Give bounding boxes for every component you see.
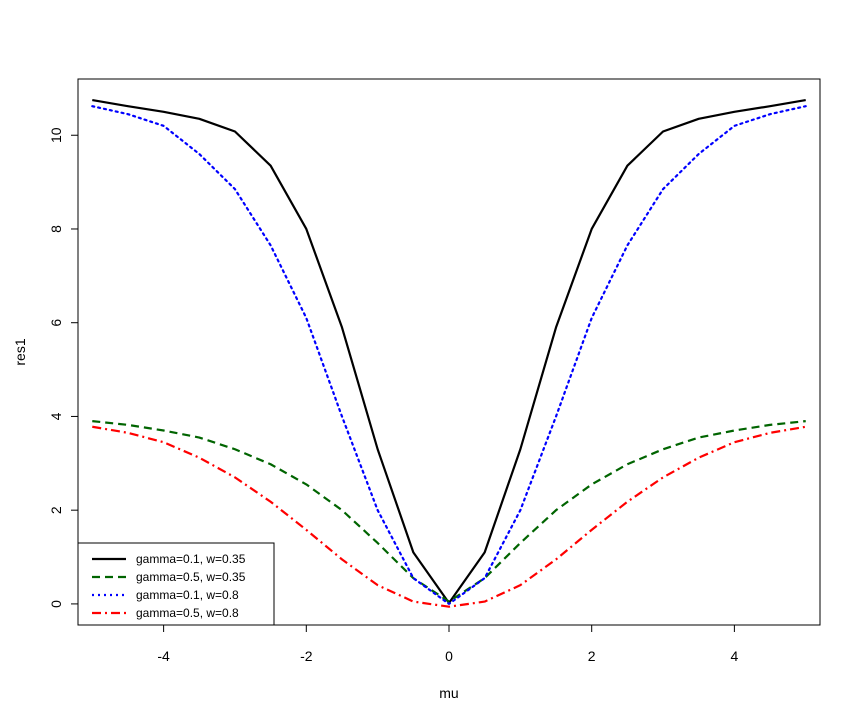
legend-label-4: gamma=0.5, w=0.8: [136, 606, 239, 620]
x-tick-label: 2: [588, 648, 596, 664]
legend-label-2: gamma=0.5, w=0.35: [136, 570, 246, 584]
y-axis-label: res1: [12, 338, 28, 365]
y-tick-label: 0: [48, 600, 64, 608]
legend-label-1: gamma=0.1, w=0.35: [136, 552, 246, 566]
y-tick-label: 2: [48, 506, 64, 514]
x-axis-label: mu: [439, 685, 458, 701]
y-tick-label: 10: [48, 127, 64, 143]
x-axis: -4 -2 0 2 4: [157, 624, 738, 664]
series-line-4: [92, 425, 806, 608]
legend-box: [77, 542, 275, 626]
series-line-2: [92, 420, 806, 603]
x-tick-label: 0: [445, 648, 453, 664]
x-tick-label: 4: [730, 648, 738, 664]
x-tick-label: -4: [157, 648, 170, 664]
y-axis: 0 2 4 6 8 10: [48, 127, 79, 608]
legend-label-3: gamma=0.1, w=0.8: [136, 588, 239, 602]
y-tick-label: 8: [48, 225, 64, 233]
series-line-3: [91, 105, 807, 606]
x-tick-label: -2: [300, 648, 313, 664]
y-tick-label: 6: [48, 319, 64, 327]
legend: gamma=0.1, w=0.35 gamma=0.5, w=0.35 gamma=…: [77, 542, 275, 626]
series-layer: [91, 99, 807, 608]
y-tick-label: 4: [48, 412, 64, 420]
